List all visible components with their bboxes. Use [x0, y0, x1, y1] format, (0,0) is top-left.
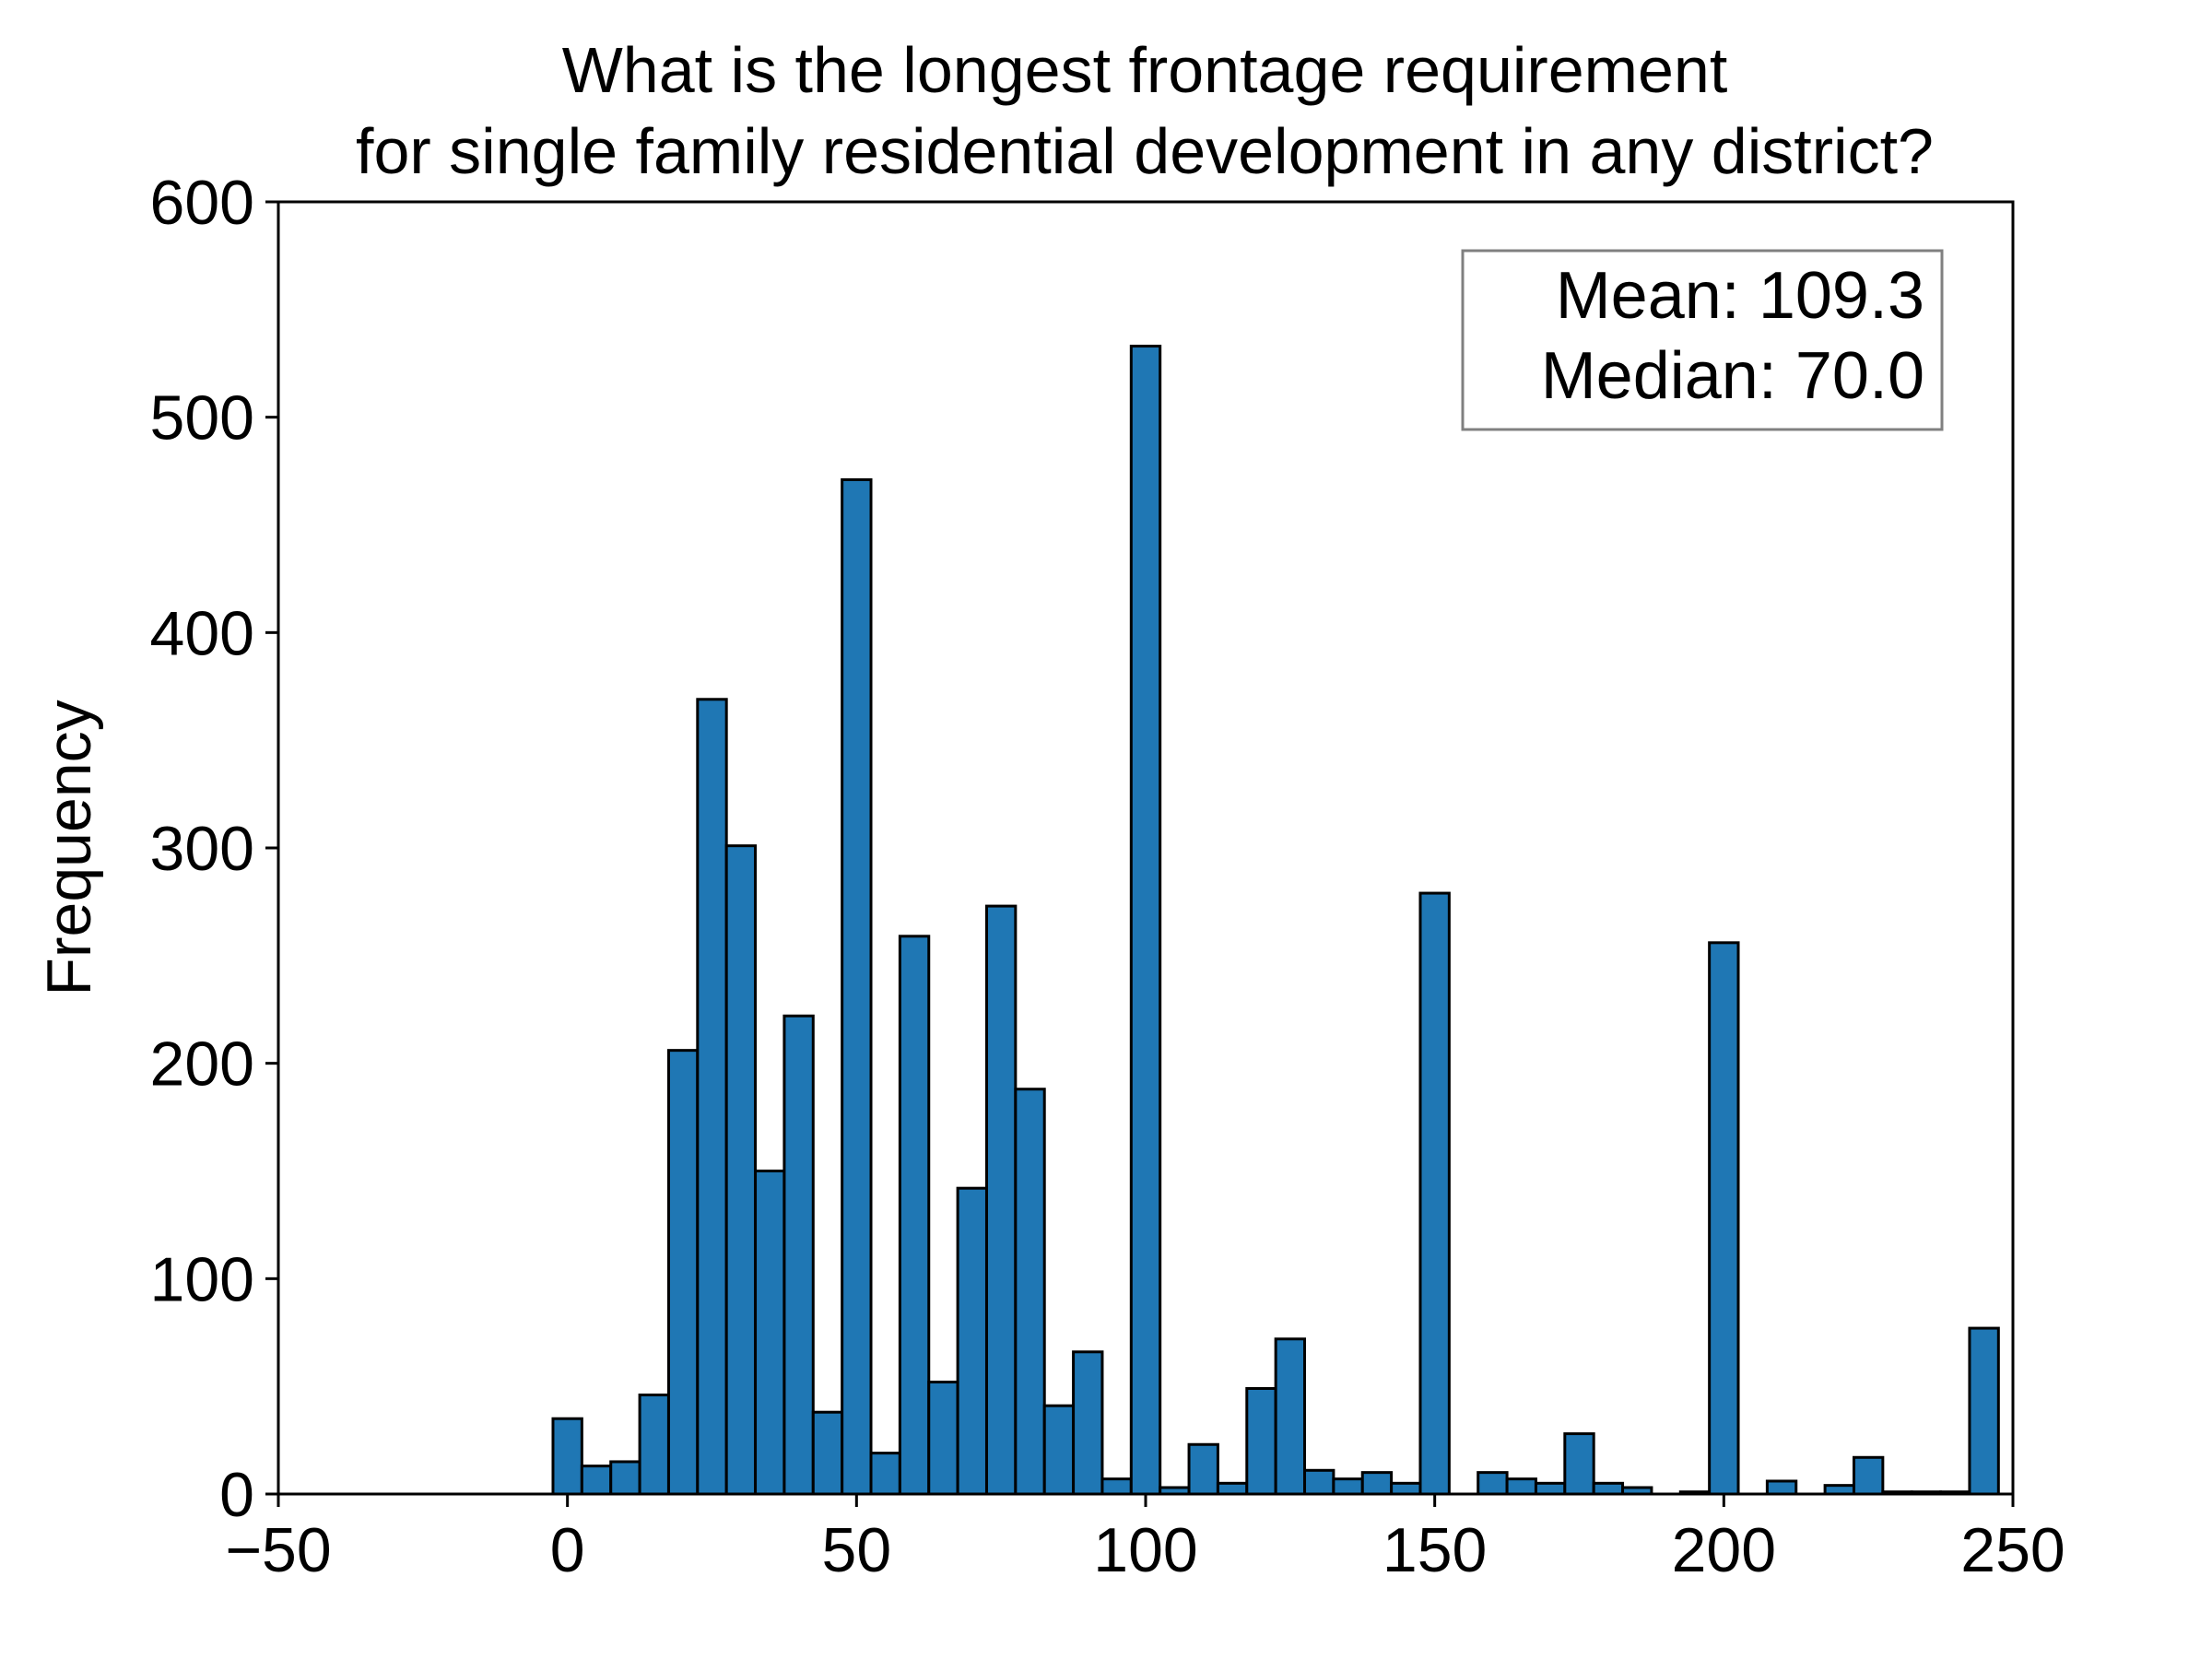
histogram-bar [1274, 1337, 1307, 1496]
y-tick-label: 0 [219, 1460, 254, 1530]
histogram-bar [1563, 1432, 1595, 1496]
chart-title: What is the longest frontage requirement… [356, 34, 1934, 187]
histogram-bar [1592, 1481, 1625, 1496]
histogram-bar [638, 1394, 670, 1496]
histogram-bar [551, 1417, 583, 1496]
histogram-bar [1852, 1455, 1885, 1496]
histogram-bar [1534, 1481, 1567, 1496]
histogram-bar [984, 904, 1018, 1496]
x-tick-label: 200 [1672, 1515, 1776, 1585]
bars-group [551, 345, 2000, 1496]
histogram-bar [1418, 891, 1451, 1496]
histogram-bar [666, 1049, 700, 1496]
histogram-bar [811, 1410, 844, 1496]
histogram-bar [1100, 1477, 1133, 1496]
x-tick-label: 100 [1093, 1515, 1197, 1585]
chart-title-line-2: for single family residential developmen… [356, 115, 1934, 187]
histogram-bar [1708, 941, 1740, 1496]
histogram-bar [927, 1380, 959, 1496]
histogram-bar [1968, 1326, 2000, 1496]
histogram-bar [1014, 1088, 1046, 1496]
histogram-bar [898, 935, 931, 1496]
histogram-bar [1303, 1468, 1335, 1496]
histogram-bar [1042, 1404, 1076, 1496]
y-tick-label: 500 [150, 383, 254, 453]
histogram-bar [1129, 345, 1162, 1496]
histogram-bar [782, 1014, 815, 1496]
chart-title-line-1: What is the longest frontage requirement [562, 34, 1728, 106]
x-axis-ticks: −50 0 50 100 150 200 250 [225, 1494, 2065, 1585]
histogram-bar [1505, 1477, 1537, 1496]
y-axis-ticks: 0 100 200 300 400 500 600 [150, 168, 278, 1530]
histogram-bar [1765, 1479, 1798, 1496]
histogram-bar [696, 698, 728, 1496]
histogram-bar [841, 477, 873, 1496]
x-tick-label: 150 [1382, 1515, 1487, 1585]
x-tick-label: 50 [822, 1515, 892, 1585]
histogram-bar [1332, 1477, 1364, 1496]
y-tick-label: 300 [150, 814, 254, 884]
histogram-bar [1477, 1471, 1509, 1496]
histogram-bar [754, 1170, 786, 1496]
histogram-bar [1187, 1442, 1219, 1496]
histogram-bar [956, 1186, 988, 1496]
histogram-bar [724, 844, 758, 1496]
x-tick-label: 250 [1960, 1515, 2065, 1585]
histogram-bar [1390, 1481, 1422, 1496]
stats-mean: Mean: 109.3 [1556, 259, 1924, 333]
x-tick-label: −50 [225, 1515, 331, 1585]
stats-box-frame [1461, 249, 1944, 431]
stats-box: Mean: 109.3 Median: 70.0 [1461, 249, 1944, 431]
stats-median: Median: 70.0 [1541, 339, 1924, 413]
y-tick-label: 600 [150, 168, 254, 238]
y-tick-label: 400 [150, 598, 254, 668]
histogram-bar [609, 1460, 641, 1496]
y-tick-label: 200 [150, 1030, 254, 1100]
histogram-bar [1216, 1481, 1249, 1496]
histogram-bar [1072, 1350, 1104, 1496]
histogram-bar [580, 1465, 613, 1496]
histogram-bar [1360, 1471, 1394, 1496]
y-axis-label: Frequency [34, 700, 104, 995]
y-tick-label: 100 [150, 1244, 254, 1314]
x-tick-label: 0 [550, 1515, 585, 1585]
histogram-bar [1245, 1387, 1277, 1496]
histogram-bar [869, 1452, 901, 1496]
